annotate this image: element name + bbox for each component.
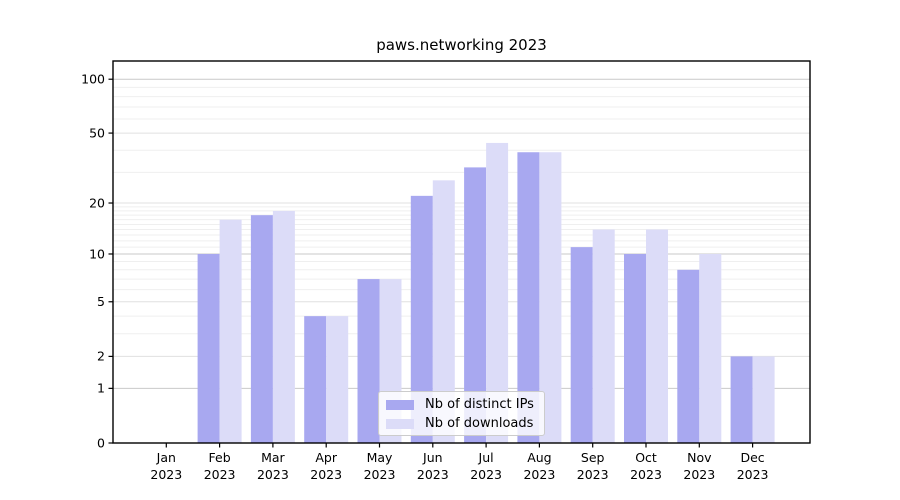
x-tick-label: Oct 2023: [630, 450, 662, 482]
x-tick-label: Feb 2023: [204, 450, 236, 482]
bar-Feb-0: [197, 253, 220, 443]
bar-Jun-1: [432, 180, 455, 443]
bar-Feb-1: [219, 219, 242, 443]
bar-Mar-1: [272, 210, 295, 443]
bar-Jun-0: [410, 195, 433, 443]
legend-item: Nb of downloads: [386, 414, 544, 433]
y-tick-label: 5: [97, 294, 105, 309]
legend-label: Nb of distinct IPs: [425, 397, 534, 412]
bar-Dec-1: [752, 356, 775, 443]
y-tick-label: 2: [97, 349, 105, 364]
axis-frame: [112, 60, 811, 444]
bar-Dec-0: [730, 356, 753, 443]
x-tick-label: Dec 2023: [737, 450, 769, 482]
legend-item: Nb of distinct IPs: [386, 395, 544, 414]
bar-Sep-0: [570, 247, 593, 443]
y-tick-label: 20: [89, 195, 105, 210]
bar-Apr-0: [304, 316, 327, 443]
legend-swatch-icon: [386, 418, 414, 429]
legend-swatch-icon: [386, 399, 414, 410]
x-tick-label: Aug 2023: [523, 450, 555, 482]
y-tick-label: 0: [97, 435, 105, 450]
x-tick-label: Jan 2023: [150, 450, 182, 482]
bar-Jul-1: [486, 142, 509, 443]
x-tick-label: Sep 2023: [577, 450, 609, 482]
bar-Aug-0: [517, 152, 540, 443]
chart-title: paws.networking 2023: [376, 36, 547, 54]
bar-Sep-1: [592, 229, 615, 443]
x-tick-label: Apr 2023: [310, 450, 342, 482]
legend-label: Nb of downloads: [425, 416, 534, 431]
bar-Apr-1: [326, 316, 349, 443]
x-tick-label: May 2023: [364, 450, 396, 482]
x-tick-label: Nov 2023: [683, 450, 715, 482]
bar-Nov-0: [677, 269, 700, 443]
y-tick-label: 50: [89, 125, 105, 140]
y-tick-label: 1: [97, 381, 105, 396]
bar-Oct-0: [624, 253, 646, 443]
bar-May-0: [357, 279, 380, 443]
x-tick-label: Jul 2023: [470, 450, 502, 482]
bar-Jul-0: [464, 167, 487, 444]
y-tick-label: 100: [81, 72, 105, 87]
bar-Mar-0: [250, 215, 273, 443]
x-tick-label: Mar 2023: [257, 450, 289, 482]
x-tick-label: Jun 2023: [417, 450, 449, 482]
bar-Oct-1: [646, 229, 668, 443]
legend: Nb of distinct IPs Nb of downloads: [378, 391, 545, 436]
bar-Nov-1: [699, 253, 722, 443]
bar-Aug-1: [539, 152, 562, 443]
y-tick-label: 10: [89, 246, 105, 261]
